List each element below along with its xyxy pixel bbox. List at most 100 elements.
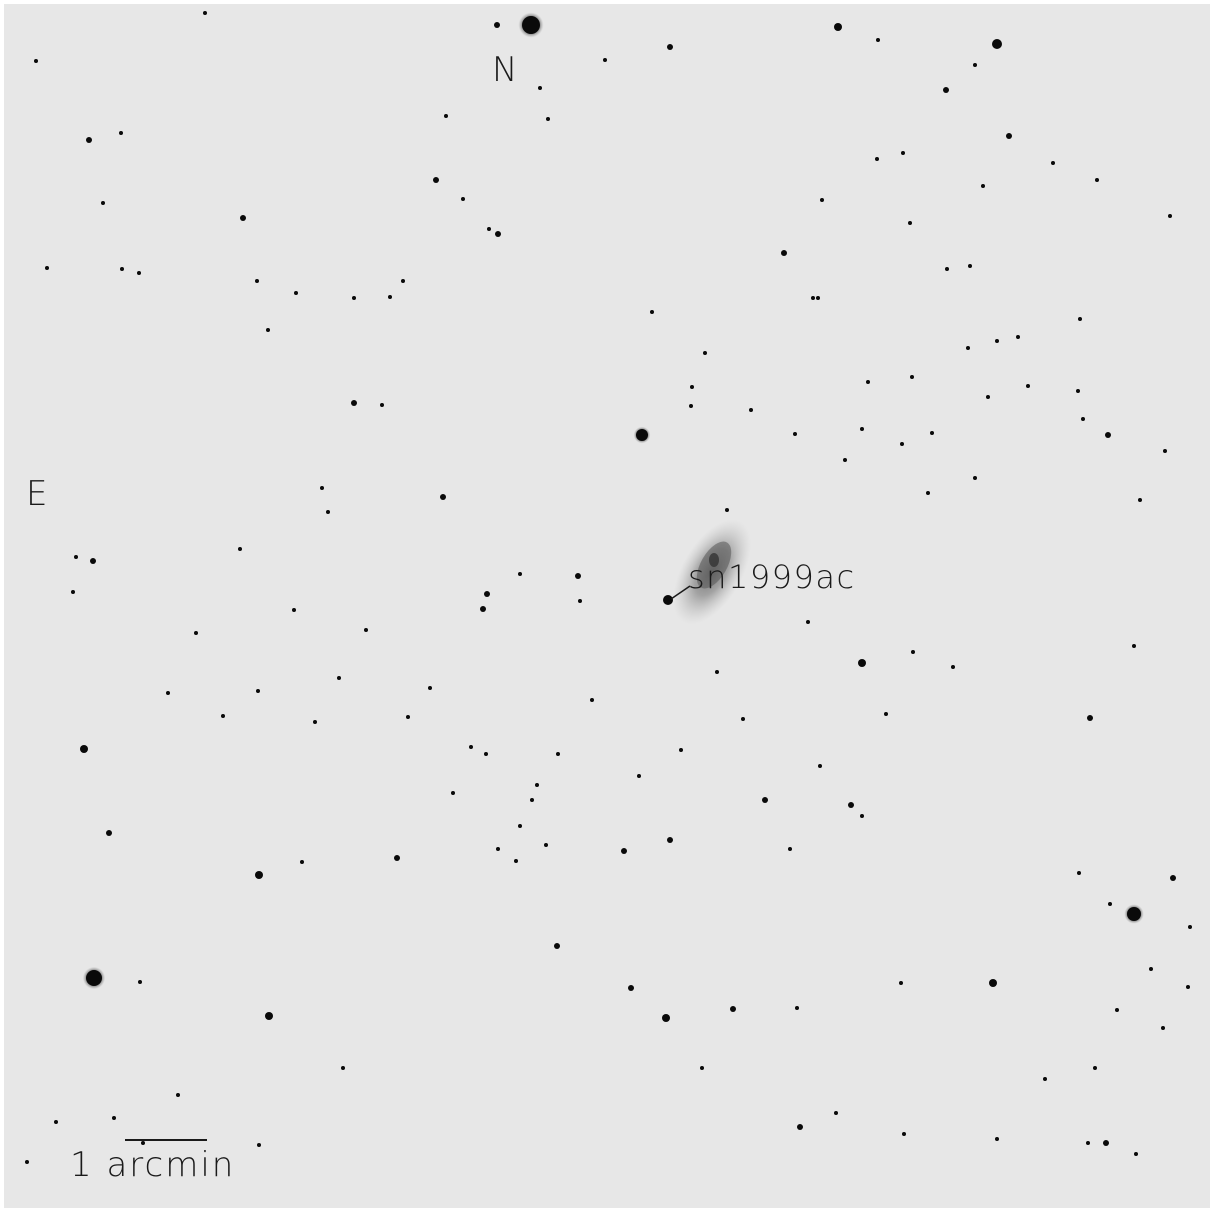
star xyxy=(1186,985,1190,989)
star xyxy=(989,979,997,987)
star xyxy=(908,221,912,225)
star xyxy=(995,339,999,343)
star xyxy=(968,264,972,268)
star xyxy=(795,1006,799,1010)
star xyxy=(141,1141,145,1145)
star xyxy=(1043,1077,1047,1081)
star xyxy=(530,798,534,802)
star xyxy=(793,432,797,436)
star xyxy=(667,837,673,843)
star xyxy=(662,1014,670,1022)
star xyxy=(621,848,627,854)
star xyxy=(106,830,112,836)
star xyxy=(176,1093,180,1097)
star xyxy=(1163,449,1167,453)
star xyxy=(313,720,317,724)
star xyxy=(1078,317,1082,321)
star xyxy=(578,599,582,603)
star xyxy=(80,745,88,753)
star xyxy=(900,442,904,446)
star xyxy=(444,114,448,118)
star xyxy=(440,494,446,500)
star xyxy=(1095,178,1099,182)
star xyxy=(1115,1008,1119,1012)
star xyxy=(538,86,542,90)
star xyxy=(1161,1026,1165,1030)
star xyxy=(535,783,539,787)
star xyxy=(973,63,977,67)
star xyxy=(858,659,866,667)
star xyxy=(876,38,880,42)
star xyxy=(781,250,787,256)
star xyxy=(380,403,384,407)
star xyxy=(690,385,694,389)
star xyxy=(54,1120,58,1124)
star xyxy=(973,476,977,480)
star xyxy=(1081,417,1085,421)
star xyxy=(884,712,888,716)
star xyxy=(788,847,792,851)
star xyxy=(650,310,654,314)
star xyxy=(797,1124,803,1130)
star xyxy=(86,137,92,143)
star xyxy=(292,608,296,612)
star xyxy=(166,691,170,695)
star xyxy=(926,491,930,495)
star xyxy=(341,1066,345,1070)
star xyxy=(966,346,970,350)
star xyxy=(487,227,491,231)
north-label: N xyxy=(492,50,519,90)
star xyxy=(294,291,298,295)
star xyxy=(74,555,78,559)
star xyxy=(556,752,560,756)
star xyxy=(816,296,820,300)
star xyxy=(943,87,949,93)
star xyxy=(406,715,410,719)
star xyxy=(945,267,949,271)
star xyxy=(848,802,854,808)
star-field xyxy=(4,4,1210,1208)
star xyxy=(1077,871,1081,875)
star xyxy=(266,328,270,332)
star xyxy=(364,628,368,632)
star xyxy=(1093,1066,1097,1070)
star xyxy=(1016,335,1020,339)
star xyxy=(1006,133,1012,139)
star xyxy=(762,797,768,803)
star xyxy=(1076,389,1080,393)
star xyxy=(137,271,141,275)
star xyxy=(194,631,198,635)
star xyxy=(394,855,400,861)
star xyxy=(300,860,304,864)
star xyxy=(45,266,49,270)
star xyxy=(834,23,842,31)
star xyxy=(461,197,465,201)
star xyxy=(401,279,405,283)
star xyxy=(603,58,607,62)
star xyxy=(866,380,870,384)
star xyxy=(749,408,753,412)
star xyxy=(1134,1152,1138,1156)
star xyxy=(730,1006,736,1012)
star xyxy=(1051,161,1055,165)
star xyxy=(899,981,903,985)
star xyxy=(811,296,815,300)
star xyxy=(1149,967,1153,971)
star xyxy=(484,591,490,597)
star xyxy=(902,1132,906,1136)
star xyxy=(843,458,847,462)
star xyxy=(667,44,673,50)
star xyxy=(986,395,990,399)
star xyxy=(1188,925,1192,929)
star xyxy=(1105,432,1111,438)
star xyxy=(1168,214,1172,218)
star xyxy=(101,201,105,205)
star xyxy=(25,1160,29,1164)
star xyxy=(221,714,225,718)
star xyxy=(725,508,729,512)
star xyxy=(546,117,550,121)
star xyxy=(326,510,330,514)
star xyxy=(981,184,985,188)
star xyxy=(741,717,745,721)
star xyxy=(451,791,455,795)
